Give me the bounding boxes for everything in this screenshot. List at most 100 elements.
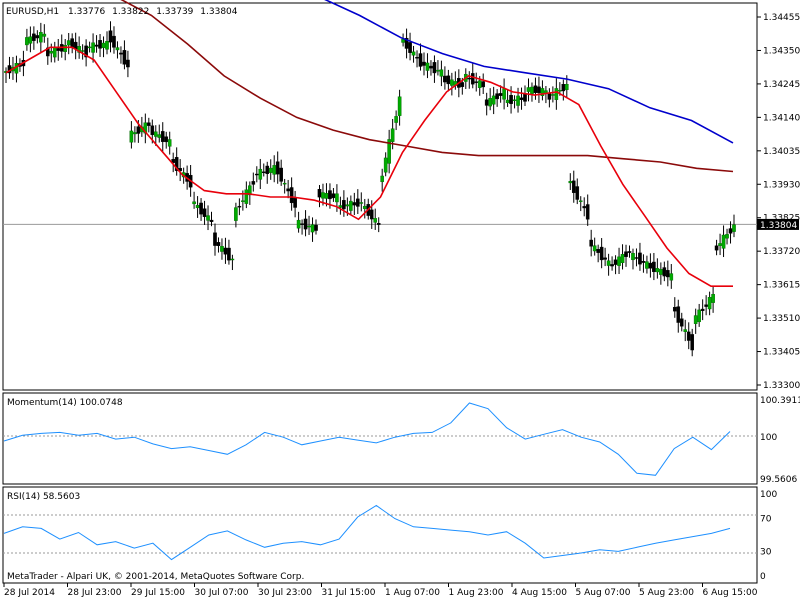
- momentum-tick-label: 100.3911: [760, 396, 800, 406]
- candle-body-bear: [429, 65, 433, 69]
- candle-body-bull: [436, 69, 440, 72]
- candle-body-bear: [293, 197, 297, 208]
- candle-body-bear: [171, 159, 175, 163]
- candle-body-bear: [638, 252, 642, 265]
- candle: [481, 73, 486, 94]
- candle-body-bear: [136, 126, 141, 134]
- candle-body-bear: [704, 304, 708, 307]
- candle: [254, 166, 259, 183]
- candle: [84, 39, 88, 67]
- candle: [526, 78, 531, 102]
- candle-body-bear: [369, 209, 374, 220]
- candle: [230, 254, 235, 271]
- candle: [32, 26, 36, 50]
- candle: [317, 185, 322, 208]
- candle-body-bear: [32, 33, 36, 41]
- candle-body-bull: [512, 99, 517, 101]
- momentum-axis: 100.3911 100 99.5606: [760, 396, 800, 485]
- candle-body-bear: [126, 59, 130, 68]
- candle: [153, 125, 158, 146]
- time-tick-label: 5 Aug 23:00: [639, 588, 694, 598]
- candle-body-bear: [227, 247, 231, 261]
- candle-body-bull: [693, 315, 698, 324]
- candle-body-bear: [648, 262, 653, 269]
- candle-body-bull: [25, 37, 29, 46]
- candle-body-bull: [390, 128, 395, 142]
- candle: [133, 126, 137, 143]
- candle: [645, 255, 649, 274]
- watermark: MetaTrader - Alpari UK, © 2001-2014, Met…: [7, 572, 304, 582]
- candle: [439, 60, 444, 87]
- candle-body-bear: [119, 52, 123, 55]
- candle: [126, 50, 130, 78]
- candle: [436, 60, 440, 76]
- price-tick-label: 1.34035: [763, 147, 800, 157]
- candle-body-bear: [571, 180, 576, 193]
- candle-body-bull: [450, 79, 454, 86]
- candle-body-bull: [554, 88, 559, 100]
- candle: [599, 238, 604, 269]
- candle: [603, 247, 607, 267]
- candle: [258, 158, 263, 189]
- rsi-panel-frame: [2, 486, 758, 584]
- candle: [310, 217, 315, 242]
- candle: [234, 202, 238, 228]
- candle: [474, 72, 479, 92]
- candle: [129, 121, 134, 149]
- candle-body-bear: [676, 306, 681, 323]
- candle-body-bull: [338, 205, 343, 208]
- candle: [303, 210, 308, 237]
- candle-body-bull: [66, 40, 71, 46]
- candle-body-bull: [282, 182, 287, 185]
- candle-body-bull: [732, 224, 736, 232]
- price-tick-label: 1.33615: [763, 281, 800, 291]
- candle: [164, 131, 169, 149]
- time-tick-label: 5 Aug 07:00: [576, 588, 631, 598]
- candle: [446, 69, 451, 92]
- candle: [624, 244, 628, 267]
- candle: [268, 159, 273, 180]
- time-tick-label: 1 Aug 07:00: [385, 588, 440, 598]
- candle: [585, 194, 590, 226]
- candle: [28, 26, 33, 53]
- candle-body-bull: [349, 200, 353, 211]
- rsi-tick-label: 70: [760, 515, 772, 525]
- candle: [686, 322, 691, 350]
- candle-body-bear: [164, 136, 169, 143]
- candle: [342, 190, 346, 217]
- candle-body-bear: [443, 75, 447, 83]
- candle: [495, 89, 499, 107]
- price-tick-label: 1.34350: [763, 46, 800, 56]
- candle: [192, 191, 196, 209]
- candle-body-bull: [195, 205, 200, 209]
- candle: [35, 30, 40, 44]
- candle: [627, 245, 632, 258]
- candle-body-bear: [641, 261, 646, 263]
- candle: [470, 63, 475, 89]
- ma-fast-line: [5, 46, 733, 288]
- candle-body-bull: [526, 87, 531, 92]
- candle: [66, 33, 71, 55]
- candle: [25, 28, 29, 51]
- candle: [732, 214, 736, 238]
- candle: [77, 36, 81, 59]
- candle-body-bull: [206, 215, 210, 221]
- price-tick-label: 1.33405: [763, 348, 800, 358]
- candle-body-bull: [558, 89, 562, 92]
- candle: [690, 328, 695, 357]
- candle: [578, 196, 583, 212]
- candle: [147, 117, 151, 133]
- time-tick-label: 30 Jul 07:00: [195, 588, 249, 598]
- candle: [279, 159, 283, 186]
- candle-body-bull: [502, 88, 506, 100]
- candle-body-bear: [94, 44, 99, 47]
- candle-body-bull: [296, 219, 301, 229]
- candle-body-bear: [460, 82, 465, 87]
- candle: [387, 129, 391, 174]
- candle-body-bear: [35, 35, 40, 39]
- candle: [359, 192, 364, 212]
- candle-body-bear: [585, 204, 590, 220]
- candle-body-bear: [56, 48, 61, 51]
- candle: [659, 262, 663, 285]
- candle: [418, 43, 423, 71]
